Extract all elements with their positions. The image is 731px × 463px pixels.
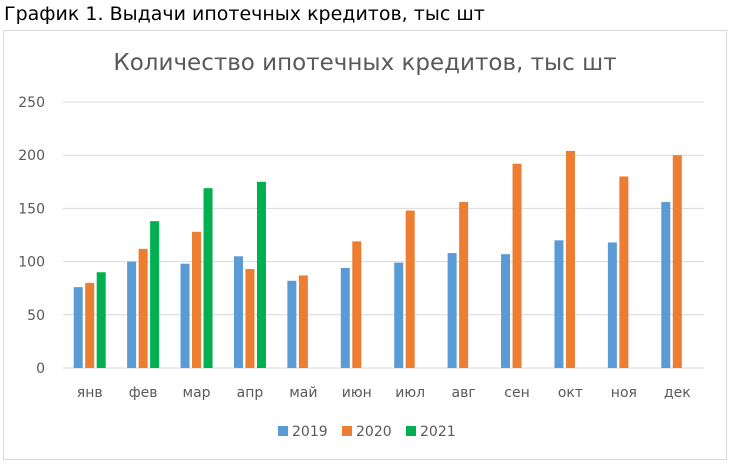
y-tick-label: 0 <box>36 361 45 377</box>
x-tick-label: авг <box>452 385 476 401</box>
bar-2020-мар <box>192 231 202 368</box>
x-tick-label: окт <box>558 385 583 401</box>
y-tick-label: 100 <box>18 255 45 271</box>
bar-2019-июл <box>394 262 404 368</box>
bar-2019-мар <box>180 263 190 368</box>
legend-swatch-2020 <box>342 426 352 436</box>
x-tick-label: сен <box>504 385 529 401</box>
x-tick-label: мар <box>183 385 211 401</box>
y-tick-label: 150 <box>18 201 45 217</box>
bar-2020-сен <box>512 163 522 368</box>
bar-2020-окт <box>565 150 575 368</box>
legend-swatch-2021 <box>406 426 416 436</box>
bar-2021-мар <box>203 188 213 368</box>
bar-2019-фев <box>127 261 137 368</box>
y-tick-label: 200 <box>18 148 45 164</box>
legend-label: 2020 <box>356 424 392 440</box>
bar-2021-фев <box>150 221 160 368</box>
bar-2020-дек <box>672 155 682 368</box>
bar-2019-дек <box>661 202 671 368</box>
y-axis-ticks: 0 50 100 150 200 250 <box>18 95 45 377</box>
bar-2020-фев <box>138 248 148 368</box>
x-tick-label: апр <box>237 385 264 401</box>
bar-2020-авг <box>459 202 469 368</box>
bar-2020-янв <box>85 282 95 368</box>
gridlines <box>63 101 704 369</box>
bar-2019-ноя <box>607 242 617 368</box>
bar-2019-сен <box>501 254 511 368</box>
bar-2020-ноя <box>619 176 629 368</box>
x-tick-label: июл <box>395 385 425 401</box>
bar-2021-апр <box>256 181 266 368</box>
x-tick-label: май <box>289 385 317 401</box>
x-tick-label: янв <box>77 385 103 401</box>
chart-title: Количество ипотечных кредитов, тыс шт <box>113 50 616 76</box>
bars <box>73 150 682 368</box>
bar-2020-июн <box>352 241 362 368</box>
legend-label: 2021 <box>420 424 456 440</box>
bar-2019-авг <box>447 253 457 368</box>
y-tick-label: 50 <box>27 308 45 324</box>
bar-2019-апр <box>233 256 243 368</box>
bar-2019-янв <box>73 287 83 368</box>
y-tick-label: 250 <box>18 95 45 111</box>
legend-swatch-2019 <box>278 426 288 436</box>
x-tick-label: июн <box>342 385 372 401</box>
x-tick-label: фев <box>129 385 158 401</box>
bar-2021-янв <box>96 272 106 368</box>
legend-label: 2019 <box>292 424 328 440</box>
bar-2020-май <box>298 275 308 368</box>
x-tick-label: ноя <box>611 385 637 401</box>
legend: 2019 2020 2021 <box>278 424 456 440</box>
bar-2019-июн <box>340 267 350 368</box>
bar-2019-май <box>287 280 297 368</box>
figure-caption: График 1. Выдачи ипотечных кредитов, тыс… <box>4 3 485 25</box>
bar-2020-апр <box>245 269 255 368</box>
x-tick-label: дек <box>664 385 691 401</box>
bar-2019-окт <box>554 240 564 368</box>
x-axis-ticks: янв фев мар апр май июн июл авг сен окт ноя дек <box>77 385 691 401</box>
bar-2020-июл <box>405 210 415 368</box>
